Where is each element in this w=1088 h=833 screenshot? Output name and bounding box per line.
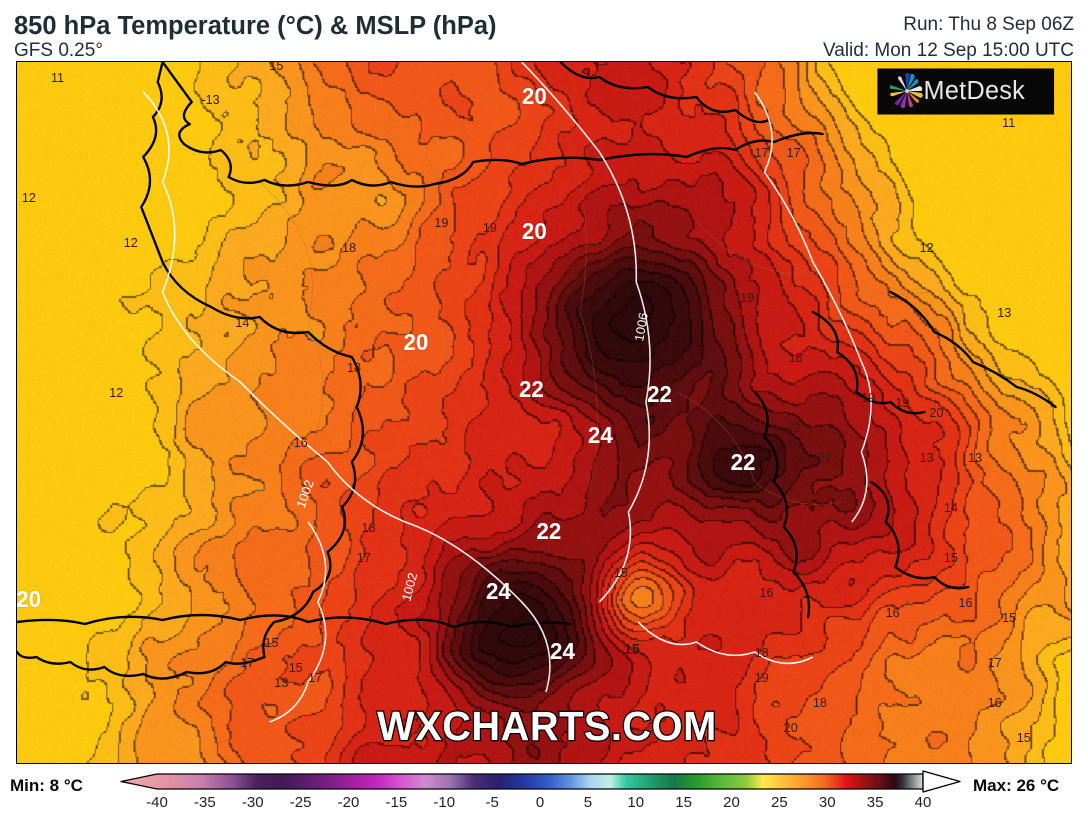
svg-text:22: 22 (647, 381, 672, 407)
svg-text:15: 15 (1002, 610, 1016, 625)
svg-text:16: 16 (760, 585, 774, 600)
svg-text:17: 17 (357, 550, 371, 565)
svg-text:18: 18 (813, 695, 827, 710)
svg-text:24: 24 (486, 578, 511, 604)
svg-text:16: 16 (988, 695, 1002, 710)
svg-text:22: 22 (536, 518, 561, 544)
svg-text:16: 16 (886, 605, 900, 620)
svg-text:20: 20 (522, 83, 547, 109)
svg-text:19: 19 (434, 215, 448, 230)
svg-text:18: 18 (755, 645, 769, 660)
svg-text:22: 22 (731, 449, 756, 475)
svg-text:14: 14 (944, 500, 958, 515)
svg-text:22: 22 (519, 376, 544, 402)
svg-text:19: 19 (755, 670, 769, 685)
svg-text:11: 11 (51, 70, 64, 85)
svg-text:17: 17 (240, 655, 254, 670)
svg-text:14: 14 (235, 315, 249, 330)
svg-text:19: 19 (740, 290, 754, 305)
svg-text:18: 18 (342, 240, 356, 255)
svg-text:17: 17 (787, 145, 801, 160)
svg-text:20: 20 (784, 720, 798, 735)
svg-text:20: 20 (929, 405, 943, 420)
svg-text:13: 13 (274, 675, 288, 690)
svg-text:WXCHARTS.COM: WXCHARTS.COM (377, 702, 717, 749)
svg-text:24: 24 (588, 422, 613, 448)
svg-text:15: 15 (944, 550, 958, 565)
svg-text:21: 21 (818, 450, 832, 465)
svg-text:MetDesk: MetDesk (924, 77, 1026, 105)
svg-text:15: 15 (289, 660, 303, 675)
svg-text:19: 19 (861, 390, 875, 405)
svg-text:20: 20 (17, 586, 41, 612)
svg-text:-13: -13 (201, 92, 219, 107)
svg-text:13: 13 (920, 450, 934, 465)
svg-text:13: 13 (968, 450, 982, 465)
svg-text:17: 17 (988, 655, 1002, 670)
svg-text:18: 18 (347, 360, 361, 375)
svg-text:12: 12 (920, 240, 934, 255)
svg-text:13: 13 (997, 305, 1011, 320)
svg-text:12: 12 (22, 190, 36, 205)
svg-text:17: 17 (308, 670, 322, 685)
svg-text:24: 24 (550, 638, 575, 664)
svg-text:12: 12 (109, 385, 123, 400)
svg-text:19: 19 (483, 220, 497, 235)
svg-text:15: 15 (624, 642, 640, 658)
svg-text:16: 16 (294, 435, 308, 450)
svg-text:16: 16 (958, 595, 972, 610)
svg-text:18: 18 (362, 520, 376, 535)
svg-text:1002: 1002 (399, 571, 421, 603)
svg-text:15: 15 (614, 565, 628, 580)
svg-text:15: 15 (265, 635, 279, 650)
svg-text:22: 22 (787, 420, 801, 435)
svg-text:19: 19 (895, 395, 909, 410)
svg-text:1006: 1006 (631, 311, 650, 342)
svg-text:18: 18 (789, 350, 803, 365)
svg-text:1002: 1002 (293, 478, 316, 510)
svg-text:12: 12 (124, 235, 138, 250)
svg-text:11: 11 (1002, 115, 1015, 130)
svg-text:20: 20 (403, 329, 428, 355)
svg-text:15: 15 (1017, 730, 1031, 745)
svg-text:20: 20 (522, 218, 547, 244)
svg-text:17: 17 (755, 145, 769, 160)
svg-text:15: 15 (269, 62, 283, 73)
